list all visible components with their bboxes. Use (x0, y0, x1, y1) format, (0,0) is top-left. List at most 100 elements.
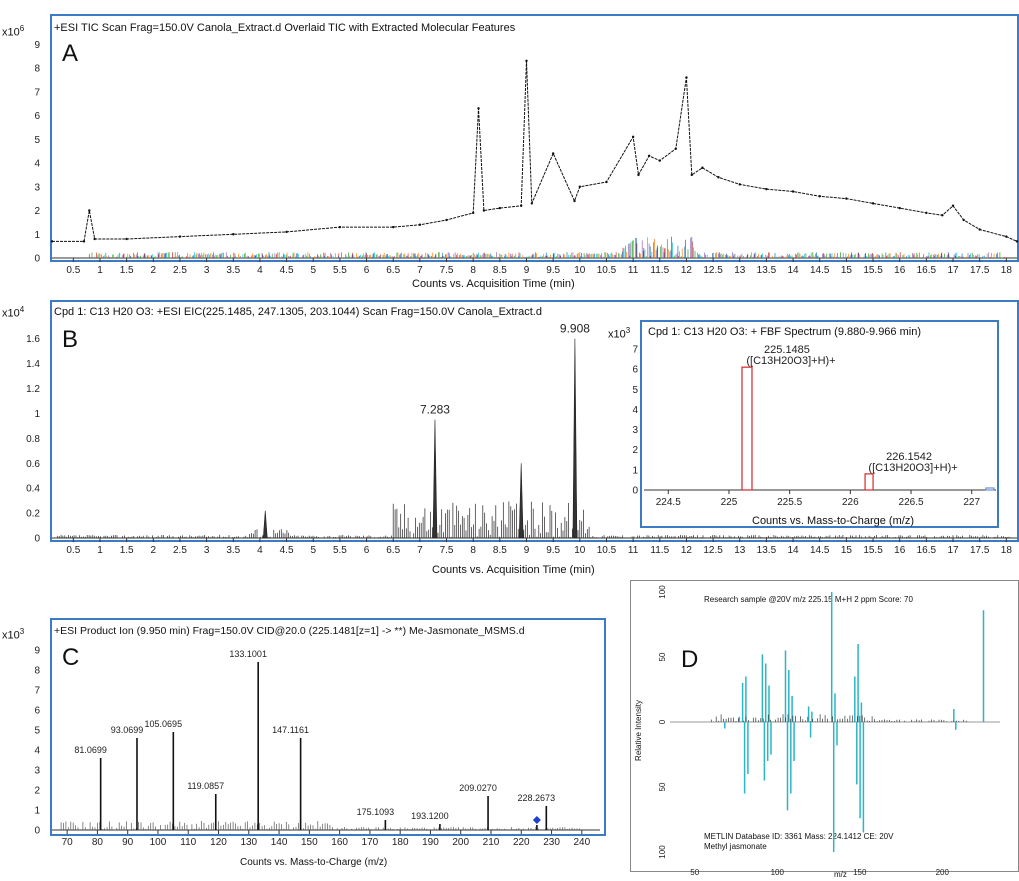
panel-d-y-tick-label: 50 (658, 652, 667, 661)
panel-a-tic-point (818, 195, 821, 198)
panel-a-tic-point (482, 209, 486, 212)
panel-c-y-tick-label: 1 (34, 806, 40, 817)
panel-c-x-tick-label: 160 (331, 837, 348, 848)
panel-a-tic-point (578, 185, 582, 188)
panel-b-x-tick-label: 11.5 (650, 545, 669, 556)
panel-c-xlabel: Counts vs. Mass-to-Charge (m/z) (240, 857, 388, 868)
panel-a-x-tick-label: 8 (470, 265, 476, 276)
panel-a-x-tick-label: 16.5 (917, 265, 937, 276)
panel-c-x-tick-label: 230 (543, 837, 560, 848)
panel-a-x-tick-label: 7.5 (440, 265, 454, 276)
panel-a-tic-point (978, 228, 981, 231)
panel-a-x-tick-label: 15 (841, 265, 853, 276)
panel-c-multiplier-base: x10 (2, 629, 20, 642)
panel-a-x-tick-label: 12.5 (703, 265, 723, 276)
panel-a-tic-point (551, 152, 555, 155)
panel-c-peak-label: 209.0270 (459, 783, 497, 793)
panel-c-y-tick-label: 4 (34, 746, 40, 757)
panel-b-x-tick-label: 16 (894, 545, 906, 556)
inset-multiplier-exp: 3 (625, 326, 631, 335)
inset-y-tick-label: 5 (632, 385, 638, 396)
panel-c-y-tick-label: 8 (34, 666, 40, 677)
panel-a-tic-point (951, 204, 955, 207)
panel-d-footer-1: METLIN Database ID: 3361 Mass: 224.1412 … (704, 832, 894, 841)
panel-c-peak-label: 81.0699 (74, 745, 107, 755)
panel-b-eic-peak (432, 419, 438, 539)
panel-a-tic-point (738, 183, 741, 186)
panel-b-x-tick-label: 14.5 (810, 545, 830, 556)
panel-c-peak-label: 93.0699 (111, 725, 144, 735)
panel-c-x-tick-label: 180 (392, 837, 409, 848)
panel-a-y-tick-label: 6 (34, 111, 40, 122)
panel-a-tic-point (88, 209, 91, 212)
panel-a-y-tick-label: 5 (34, 135, 40, 146)
panel-c-minor-peaks (60, 821, 580, 830)
panel-a-tic-point (178, 235, 182, 238)
panel-d-x-tick-label: 150 (853, 868, 867, 877)
inset-y-tick-label: 6 (632, 365, 638, 376)
panel-d-header: Research sample @20V m/z 225.15 M+H 2 pp… (704, 595, 913, 604)
panel-b-x-tick-label: 4 (257, 545, 263, 556)
panel-a-y-tick-label: 4 (34, 159, 40, 170)
panel-c-x-tick-label: 150 (301, 837, 318, 848)
panel-b-x-tick-label: 18 (1001, 545, 1013, 556)
panel-c-peak-label: 119.0857 (187, 781, 224, 791)
panel-a-x-tick-label: 16 (894, 265, 906, 276)
panel-c-multiplier: x103 (2, 627, 24, 642)
panel-a-tic-point (525, 59, 528, 63)
panel-a-x-tick-label: 13.5 (757, 265, 777, 276)
panel-a-tic-point (232, 233, 235, 236)
panel-d-frame (630, 580, 1019, 872)
panel-a-x-tick-label: 17 (947, 265, 959, 276)
panel-a-x-tick-label: 18 (1001, 265, 1013, 276)
inset-frame (640, 320, 999, 528)
panel-a-y-tick-label: 3 (34, 182, 40, 193)
panel-b-xlabel: Counts vs. Acquisition Time (min) (432, 564, 595, 576)
panel-d-xlabel: m/z (834, 870, 847, 879)
panel-c-y-tick-label: 6 (34, 706, 40, 717)
panel-a-tic-point (471, 211, 475, 215)
panel-a-x-tick-label: 14 (788, 265, 800, 276)
panel-a-feature-trace (102, 237, 1005, 258)
panel-b-x-tick-label: 13.5 (757, 545, 777, 556)
panel-a-tic-point (573, 199, 576, 203)
inset-y-tick-label: 4 (632, 405, 638, 416)
panel-d-y-tick-label: 0 (658, 719, 667, 724)
panel-d-x-tick-label: 50 (690, 868, 699, 877)
panel-c-frame (50, 618, 606, 836)
panel-a-tic-point (338, 225, 342, 229)
panel-b-x-tick-label: 9.5 (546, 545, 560, 556)
inset-x-tick-label: 227 (963, 497, 980, 508)
panel-a-xlabel: Counts vs. Acquisition Time (min) (412, 278, 575, 290)
panel-a-tic-point (477, 107, 480, 110)
panel-a-letter: A (62, 40, 79, 67)
panel-a-tic-point (418, 223, 422, 226)
panel-b-y-tick-label: 0.2 (26, 509, 40, 520)
panel-b-x-tick-label: 9 (524, 545, 530, 556)
panel-d-y-tick-label: 100 (658, 845, 667, 859)
panel-c-x-tick-label: 220 (513, 837, 530, 848)
panel-a-tic-point (50, 240, 54, 243)
panel-a-multiplier: x106 (2, 24, 24, 39)
panel-a-x-tick-label: 1 (97, 265, 103, 276)
inset-y-tick-label: 1 (632, 465, 638, 476)
panel-a-tic-point (519, 204, 523, 207)
panel-a-x-tick-label: 1.5 (120, 265, 134, 276)
panel-a-feature-trace (99, 237, 1002, 258)
panel-b-multiplier-base: x10 (2, 307, 20, 320)
panel-c-x-tick-label: 190 (422, 837, 439, 848)
panel-b-y-tick-label: 1.2 (26, 384, 40, 395)
panel-c-peak-label: 147.1161 (272, 725, 309, 735)
panel-b-multiplier: x104 (2, 305, 24, 320)
inset-multiplier: x103 (608, 326, 630, 341)
inset-peak-mass-label: 226.1542 (886, 451, 932, 463)
inset-x-tick-label: 225 (721, 497, 738, 508)
panel-b-x-tick-label: 17.5 (970, 545, 990, 556)
panel-a-multiplier-base: x10 (2, 26, 20, 39)
panel-b-x-tick-label: 2.5 (173, 545, 187, 556)
panel-c-y-tick-label: 3 (34, 766, 40, 777)
panel-a-tic-point (637, 173, 640, 177)
panel-a-tic-point (1005, 235, 1008, 238)
panel-c-precursor-marker (532, 816, 541, 824)
panel-a-tic-point (530, 202, 534, 205)
